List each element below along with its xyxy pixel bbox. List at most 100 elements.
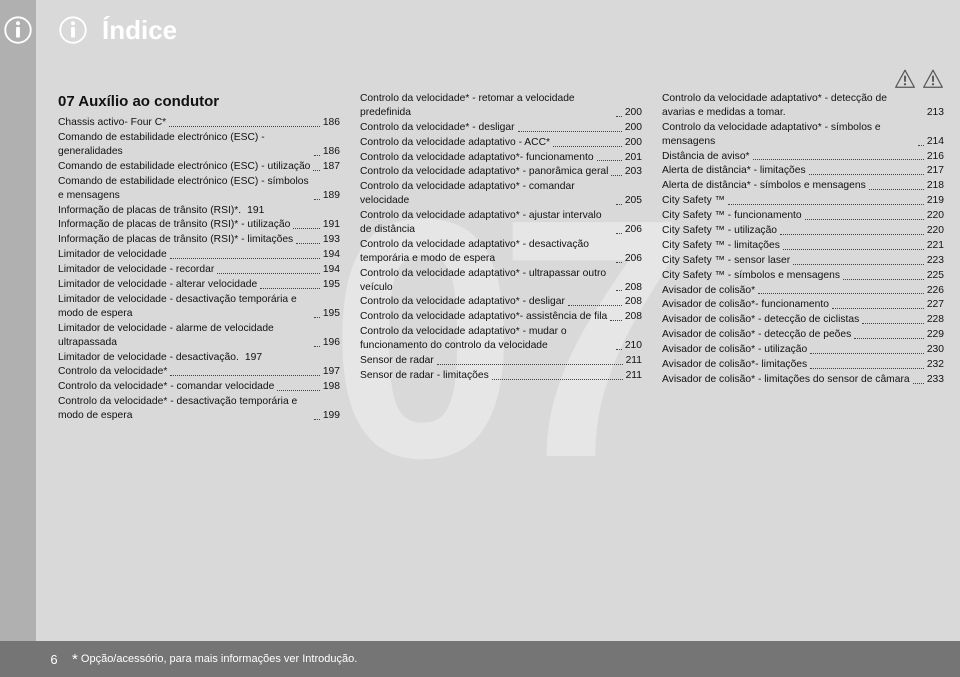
toc-entry-text: Comando de estabilidade electrónico (ESC… [58, 131, 311, 159]
toc-entry-page: 191 [323, 218, 340, 232]
toc-entry-text: Controlo da velocidade adaptativo - ACC* [360, 136, 550, 150]
toc-leader-dots [170, 258, 320, 259]
toc-entry: City Safety ™ - símbolos e mensagens225 [662, 269, 944, 283]
toc-entry: Controlo da velocidade* - comandar veloc… [58, 380, 340, 394]
toc-entry-text: City Safety ™ - sensor laser [662, 254, 790, 268]
toc-entry-page: 230 [927, 343, 944, 357]
toc-entry: Informação de placas de trânsito (RSI)* … [58, 218, 340, 232]
toc-entry-text: City Safety ™ - símbolos e mensagens [662, 269, 840, 283]
toc-entry: Controlo da velocidade adaptativo* - mud… [360, 325, 642, 353]
warning-icon [922, 68, 944, 90]
toc-entry-text: Avisador de colisão*- limitações [662, 358, 807, 372]
toc-entry: Limitador de velocidade194 [58, 248, 340, 262]
toc-entry-text: Controlo da velocidade adaptativo* - mud… [360, 325, 613, 353]
toc-leader-dots [169, 126, 320, 127]
toc-entry-text: Limitador de velocidade [58, 248, 167, 262]
toc-entry-text: City Safety ™ - limitações [662, 239, 780, 253]
toc-entry-page: 200 [625, 106, 642, 120]
page-footer: 6 * Opção/acessório, para mais informaçõ… [36, 641, 960, 677]
toc-entry-text: Controlo da velocidade adaptativo* - ult… [360, 267, 613, 295]
toc-entry: Controlo da velocidade* 197 [58, 365, 340, 379]
toc-leader-dots [293, 228, 319, 229]
toc-entry-page: 229 [927, 328, 944, 342]
toc-entry-text: City Safety ™ - funcionamento [662, 209, 802, 223]
toc-entry: Avisador de colisão* - detecção de cicli… [662, 313, 944, 327]
toc-entry: Avisador de colisão* - detecção de peões… [662, 328, 944, 342]
toc-column-2: Controlo da velocidade* - retomar a velo… [360, 92, 642, 615]
toc-entry-text: Controlo da velocidade adaptativo* - pan… [360, 165, 608, 179]
toc-entry-text: Distância de aviso* [662, 150, 750, 164]
toc-entry-text: Controlo da velocidade adaptativo*- func… [360, 151, 594, 165]
toc-entry-page: 199 [323, 409, 340, 423]
toc-entry-page: 198 [323, 380, 340, 394]
toc-leader-dots [783, 249, 924, 250]
toc-entry-page: 210 [625, 339, 642, 353]
info-icon [58, 15, 88, 45]
toc-entry-page: 217 [927, 164, 944, 178]
toc-entry: Chassis activo- Four C*186 [58, 116, 340, 130]
toc-entry-page: 219 [927, 194, 944, 208]
toc-entry-text: Limitador de velocidade - alarme de velo… [58, 322, 311, 350]
toc-entry-text: Limitador de velocidade - desactivação t… [58, 293, 311, 321]
toc-entry-page: 206 [625, 252, 642, 266]
toc-entry-page: 206 [625, 223, 642, 237]
toc-entry: Controlo da velocidade adaptativo*- assi… [360, 310, 642, 324]
toc-entry-page: 211 [626, 369, 642, 383]
toc-entry: Alerta de distância* - limitações 217 [662, 164, 944, 178]
toc-content: 07 Auxílio ao condutor Chassis activo- F… [58, 92, 944, 615]
toc-entry: Limitador de velocidade - alarme de velo… [58, 322, 340, 350]
toc-leader-dots [805, 219, 924, 220]
toc-entry-text: Comando de estabilidade electrónico (ESC… [58, 160, 310, 174]
toc-entry-page: 233 [927, 373, 944, 387]
toc-entry-page: 186 [323, 145, 340, 159]
toc-entry-text: Controlo da velocidade* [58, 365, 167, 379]
toc-leader-dots [314, 317, 320, 318]
toc-entry-text: Alerta de distância* - limitações [662, 164, 806, 178]
toc-column-3: Controlo da velocidade adaptativo* - det… [662, 92, 944, 615]
toc-entry-page: 226 [927, 284, 944, 298]
toc-entry: Limitador de velocidade - desactivação t… [58, 293, 340, 321]
toc-entry-page: 195 [323, 278, 340, 292]
toc-leader-dots [314, 199, 320, 200]
toc-leader-dots [568, 305, 622, 306]
toc-leader-dots [854, 338, 924, 339]
toc-leader-dots [728, 204, 924, 205]
page-number: 6 [36, 652, 72, 667]
toc-entry: Controlo da velocidade adaptativo* - pan… [360, 165, 642, 179]
toc-leader-dots [862, 323, 924, 324]
toc-entry-page: 186 [323, 116, 340, 130]
toc-entry-text: Avisador de colisão* - limitações do sen… [662, 373, 910, 387]
toc-entry-page: 227 [927, 298, 944, 312]
toc-entry: Controlo da velocidade adaptativo* - ult… [360, 267, 642, 295]
toc-entry: Comando de estabilidade electrónico (ESC… [58, 160, 340, 174]
toc-entry-text: Avisador de colisão* - detecção de cicli… [662, 313, 859, 327]
toc-entry-page: 216 [927, 150, 944, 164]
toc-entry: Limitador de velocidade - alterar veloci… [58, 278, 340, 292]
toc-entry-page: 208 [625, 281, 642, 295]
toc-entry-page: 197 [323, 365, 340, 379]
toc-leader-dots [611, 175, 621, 176]
toc-entry-text: Controlo da velocidade* - desligar [360, 121, 515, 135]
toc-entry-text: Sensor de radar [360, 354, 434, 368]
page-title: Índice [102, 15, 177, 46]
toc-entry-text: Controlo da velocidade* - desactivação t… [58, 395, 311, 423]
toc-entry-text: Informação de placas de trânsito (RSI)* … [58, 233, 293, 247]
toc-entry-page: 221 [927, 239, 944, 253]
toc-entry: Controlo da velocidade adaptativo*- func… [360, 151, 642, 165]
toc-entry-text: Controlo da velocidade adaptativo* - det… [662, 92, 921, 120]
toc-entry: City Safety ™219 [662, 194, 944, 208]
toc-entry-page: 200 [625, 136, 642, 150]
toc-entry-page: 218 [927, 179, 944, 193]
toc-leader-dots [314, 346, 320, 347]
toc-leader-dots [616, 290, 622, 291]
toc-entry: Comando de estabilidade electrónico (ESC… [58, 131, 340, 159]
toc-entry-page: 214 [927, 135, 944, 149]
toc-entry: Controlo da velocidade adaptativo* - sím… [662, 121, 944, 149]
toc-leader-dots [597, 160, 622, 161]
toc-entry: Limitador de velocidade - recordar194 [58, 263, 340, 277]
toc-leader-dots [296, 243, 320, 244]
toc-entry: Informação de placas de trânsito (RSI)* … [58, 233, 340, 247]
toc-entry-text: Avisador de colisão* - detecção de peões [662, 328, 851, 342]
toc-entry: Controlo da velocidade adaptativo - ACC*… [360, 136, 642, 150]
toc-entry-page: 195 [323, 307, 340, 321]
